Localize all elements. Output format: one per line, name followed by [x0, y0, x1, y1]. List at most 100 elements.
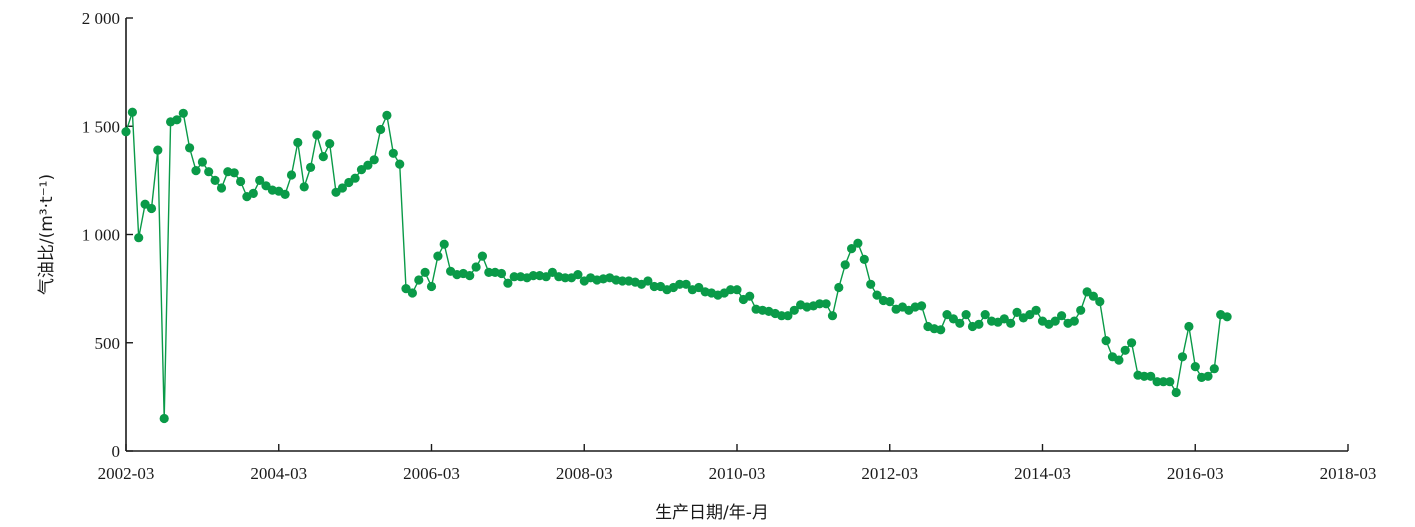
data-point: [159, 413, 169, 424]
data-point: [312, 130, 322, 140]
x-axis-ticks: 2002-03 2004-03 2006-03 2008-03 2010-03 2012-…: [98, 444, 1377, 483]
series-layer: [121, 107, 1232, 424]
data-point: [948, 314, 959, 324]
x-tick-label: 2004-03: [250, 464, 307, 483]
data-point: [872, 290, 882, 300]
y-axis-title: 气油比/(m³·t⁻¹): [37, 174, 57, 295]
data-point: [134, 233, 144, 243]
data-point: [783, 311, 793, 321]
data-point: [732, 285, 742, 295]
data-point: [1222, 312, 1232, 322]
data-point: [388, 148, 398, 158]
data-point: [471, 262, 481, 272]
data-point: [503, 278, 513, 288]
y-tick-label: 0: [112, 442, 121, 461]
data-point: [1076, 305, 1086, 315]
data-point: [1120, 345, 1130, 355]
x-tick-label: 2016-03: [1167, 464, 1224, 483]
y-tick-label: 500: [95, 334, 121, 353]
x-tick-label: 2002-03: [98, 464, 155, 483]
data-point: [1095, 297, 1105, 307]
data-point: [255, 175, 265, 185]
data-point: [1165, 377, 1175, 387]
data-point: [1190, 362, 1200, 372]
data-point: [694, 282, 704, 293]
data-point: [980, 310, 990, 320]
data-point: [821, 299, 831, 309]
data-point: [325, 139, 335, 149]
y-tick-label: 2 000: [82, 9, 120, 28]
data-point: [859, 254, 869, 264]
data-point: [439, 239, 449, 249]
data-point: [866, 279, 876, 289]
data-point: [1203, 371, 1213, 381]
y-tick-label: 1 500: [82, 117, 120, 136]
data-point: [974, 319, 984, 329]
data-point: [414, 275, 424, 285]
data-point: [382, 110, 392, 120]
data-point: [643, 276, 653, 286]
data-point: [1209, 364, 1219, 374]
data-point: [560, 273, 570, 283]
data-point: [484, 267, 494, 277]
data-point: [210, 175, 220, 185]
data-point: [1127, 338, 1137, 348]
x-tick-label: 2012-03: [861, 464, 918, 483]
data-point: [745, 291, 755, 301]
data-point: [789, 305, 799, 315]
x-tick-label: 2008-03: [556, 464, 613, 483]
data-point: [121, 127, 131, 137]
data-point: [1050, 316, 1060, 326]
data-point: [1069, 316, 1079, 326]
data-point: [726, 285, 736, 295]
data-point: [153, 145, 163, 155]
data-point: [236, 176, 246, 187]
data-point: [376, 124, 386, 135]
data-point: [395, 159, 405, 169]
data-point: [936, 325, 946, 335]
data-point: [426, 281, 437, 292]
data-point: [1101, 336, 1111, 346]
data-point: [1006, 318, 1016, 328]
data-point: [1146, 371, 1156, 381]
data-point: [204, 167, 214, 177]
data-point: [649, 281, 659, 292]
data-point: [356, 165, 367, 175]
data-point: [477, 251, 487, 261]
data-point: [1114, 355, 1124, 365]
data-point: [834, 282, 844, 293]
data-point: [617, 276, 628, 286]
data-point: [178, 108, 188, 118]
data-point: [917, 301, 927, 311]
data-point: [885, 297, 895, 307]
data-point: [777, 311, 787, 321]
data-point: [401, 284, 411, 294]
data-point: [229, 168, 239, 178]
x-tick-label: 2006-03: [403, 464, 460, 483]
data-point: [509, 272, 519, 282]
data-point: [407, 288, 417, 298]
x-tick-label: 2018-03: [1320, 464, 1377, 483]
data-point: [1139, 371, 1149, 381]
data-point: [1031, 305, 1041, 315]
data-point: [306, 162, 316, 172]
data-point: [350, 173, 360, 183]
data-point: [286, 170, 297, 180]
data-point: [1171, 387, 1181, 398]
data-point: [191, 166, 201, 176]
x-axis-title: 生产日期/年-月: [655, 503, 769, 523]
data-point: [1152, 377, 1162, 387]
data-point: [961, 310, 971, 320]
data-point: [369, 155, 379, 165]
data-point: [999, 314, 1009, 324]
data-point: [197, 157, 207, 167]
data-point: [827, 311, 838, 321]
data-point: [293, 137, 303, 148]
data-point: [363, 160, 373, 170]
data-point: [528, 271, 538, 281]
series-line: [125, 111, 1228, 419]
data-point: [675, 279, 685, 289]
data-point: [1012, 307, 1022, 317]
y-axis-ticks: 0 500 1 000 1 500 2 000: [82, 9, 133, 461]
